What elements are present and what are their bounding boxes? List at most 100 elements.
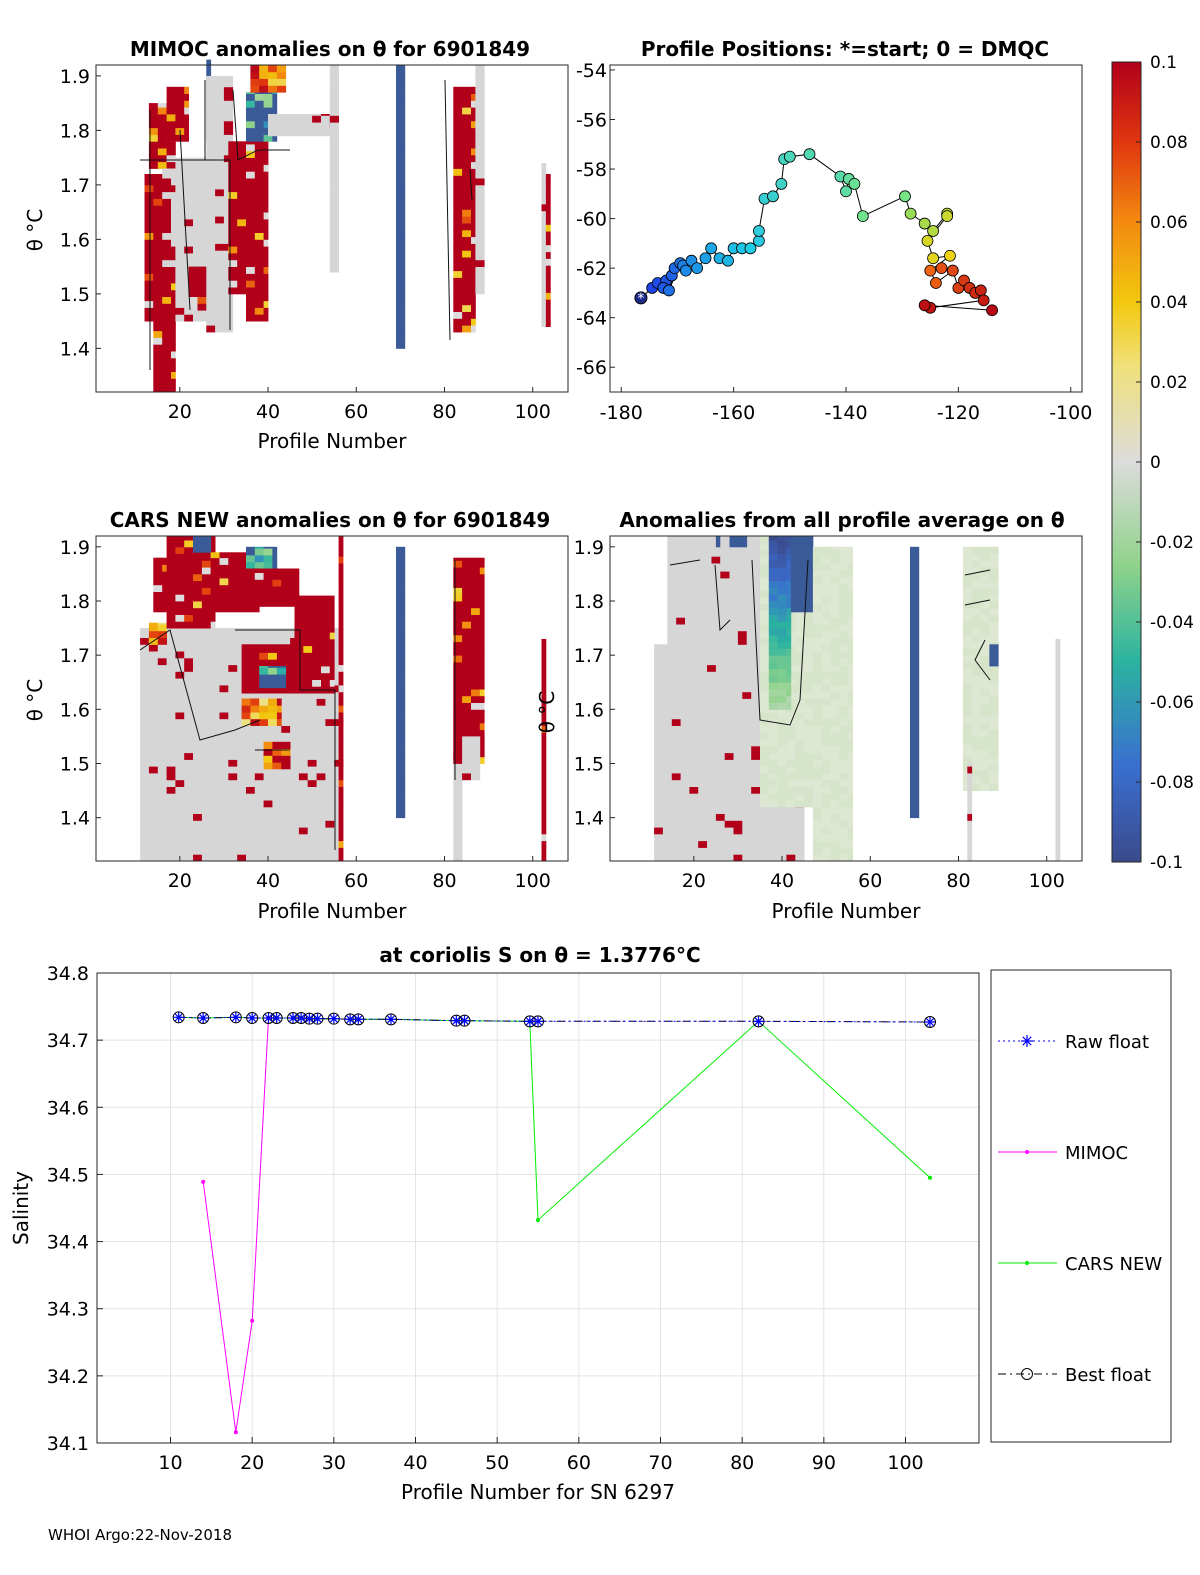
heatmap-cell — [396, 607, 406, 615]
heatmap-cell — [479, 614, 485, 622]
heatmap-cell — [228, 766, 238, 774]
heatmap-cell — [839, 556, 849, 564]
heatmap-cell — [148, 671, 159, 679]
heatmap-cell — [254, 561, 264, 569]
heatmap-cell — [910, 709, 920, 717]
heatmap-cell — [166, 712, 176, 720]
heatmap-cell — [989, 594, 999, 602]
heatmap-cell — [148, 766, 159, 774]
heatmap-cell — [303, 666, 313, 674]
heatmap-cell — [971, 763, 981, 771]
heatmap-cell — [396, 219, 406, 227]
heatmap-cell — [237, 637, 247, 645]
heatmap-cell — [250, 705, 260, 713]
heatmap-cell — [812, 827, 823, 835]
heatmap-cell — [215, 277, 225, 285]
heatmap-cell — [206, 154, 216, 163]
heatmap-cell — [786, 779, 796, 787]
heatmap-cell — [698, 671, 708, 679]
heatmap-cell — [799, 544, 809, 552]
heatmap-cell — [272, 134, 278, 142]
heatmap-cell — [471, 189, 476, 197]
heatmap-cell — [263, 773, 273, 781]
heatmap-cell — [962, 621, 973, 629]
heatmap-cell — [219, 745, 229, 754]
heatmap-cell — [768, 712, 778, 720]
heatmap-cell — [184, 580, 194, 588]
heatmap-cell — [157, 705, 167, 713]
heatmap-cell — [541, 725, 547, 733]
heatmap-cell — [910, 587, 920, 595]
heatmap-cell — [329, 135, 339, 144]
heatmap-cell — [166, 827, 176, 835]
y-tick-label: 1.6 — [574, 699, 604, 721]
heatmap-cell — [307, 759, 317, 767]
heatmap-cell — [479, 655, 485, 663]
heatmap-cell — [541, 197, 547, 205]
series-point — [250, 1318, 255, 1323]
heatmap-cell — [294, 625, 304, 633]
heatmap-cell — [830, 651, 840, 659]
heatmap-cell — [166, 847, 176, 855]
heatmap-cell — [193, 752, 203, 760]
heatmap-cell — [184, 253, 194, 261]
heatmap-cell — [175, 232, 185, 240]
heatmap-cell — [685, 617, 695, 625]
heatmap-cell — [162, 225, 172, 233]
heatmap-cell — [462, 216, 472, 224]
heatmap-block — [246, 546, 278, 569]
heatmap-cell — [839, 793, 849, 801]
heatmap-cell — [338, 624, 344, 632]
heatmap-cell — [228, 739, 238, 747]
heatmap-cell — [396, 770, 406, 778]
heatmap-cell — [453, 195, 463, 203]
heatmap-cell — [737, 556, 748, 564]
heatmap-cell — [206, 195, 216, 203]
heatmap-cell — [263, 568, 273, 573]
heatmap-cell — [193, 212, 203, 220]
heatmap-cell — [786, 800, 796, 808]
track-point — [753, 234, 765, 247]
heatmap-cell — [693, 624, 703, 632]
heatmap-cell — [325, 718, 335, 726]
heatmap-cell — [215, 250, 225, 258]
heatmap-cell — [201, 246, 207, 254]
heatmap-cell — [140, 644, 150, 652]
x-tick-label: 60 — [858, 870, 882, 892]
track-point — [941, 210, 954, 223]
heatmap-cell — [698, 739, 708, 747]
heatmap-cell — [263, 579, 273, 587]
heatmap-cell — [166, 607, 176, 615]
heatmap-cell — [462, 573, 472, 582]
heatmap-cell — [329, 258, 339, 266]
heatmap-cell — [254, 127, 264, 135]
heatmap-cell — [263, 239, 269, 247]
heatmap-cell — [290, 586, 300, 594]
heatmap-cell — [471, 223, 476, 231]
heatmap-cell — [698, 725, 708, 733]
heatmap-cell — [157, 120, 167, 129]
heatmap-cell — [777, 573, 787, 582]
heatmap-cell — [462, 773, 472, 781]
heatmap-cell — [396, 546, 406, 554]
heatmap-cell — [166, 759, 176, 767]
heatmap-cell — [268, 666, 278, 668]
heatmap-cell — [541, 299, 547, 307]
heatmap-cell — [193, 671, 203, 679]
heatmap-cell — [746, 630, 756, 638]
heatmap-cell — [157, 622, 167, 625]
heatmap-cell — [471, 236, 476, 244]
heatmap-cell — [475, 184, 485, 193]
heatmap-cell — [153, 246, 163, 254]
heatmap-cell — [246, 134, 256, 142]
heatmap-cell — [654, 725, 664, 733]
heatmap-cell — [329, 251, 339, 259]
heatmap-cell — [760, 806, 770, 814]
heatmap-cell — [153, 269, 163, 277]
heatmap-cell — [812, 651, 823, 659]
heatmap-cell — [742, 773, 752, 781]
heatmap-cell — [246, 114, 256, 122]
heatmap-cell — [804, 691, 814, 699]
heatmap-cell — [729, 549, 739, 557]
heatmap-cell — [193, 232, 203, 240]
